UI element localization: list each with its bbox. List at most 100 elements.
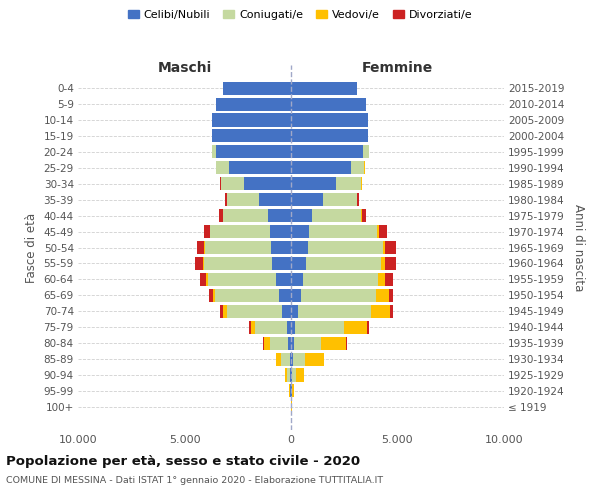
Bar [301, 289, 376, 302]
Bar [291, 241, 308, 254]
Bar [263, 336, 270, 349]
Bar [195, 257, 203, 270]
Bar [210, 225, 270, 238]
Bar [291, 368, 292, 382]
Bar [291, 209, 313, 222]
Bar [244, 177, 291, 190]
Bar [378, 273, 385, 286]
Bar [212, 146, 217, 158]
Bar [291, 193, 323, 206]
Bar [217, 146, 291, 158]
Bar [298, 304, 371, 318]
Bar [358, 193, 359, 206]
Bar [291, 114, 368, 126]
Bar [291, 82, 357, 94]
Bar [350, 162, 364, 174]
Bar [389, 304, 393, 318]
Bar [290, 368, 291, 382]
Bar [286, 368, 287, 382]
Y-axis label: Anni di nascita: Anni di nascita [572, 204, 585, 291]
Bar [220, 304, 223, 318]
Text: Maschi: Maschi [157, 62, 212, 76]
Text: Popolazione per età, sesso e stato civile - 2020: Popolazione per età, sesso e stato civil… [6, 455, 360, 468]
Bar [385, 257, 396, 270]
Bar [287, 368, 290, 382]
Bar [283, 304, 291, 318]
Bar [281, 352, 290, 366]
Bar [293, 352, 305, 366]
Bar [291, 130, 368, 142]
Bar [205, 241, 271, 254]
Bar [255, 320, 287, 334]
Bar [200, 273, 206, 286]
Bar [309, 225, 377, 238]
Bar [344, 320, 367, 334]
Bar [291, 352, 293, 366]
Bar [291, 289, 301, 302]
Bar [294, 336, 322, 349]
Bar [385, 241, 396, 254]
Bar [225, 193, 227, 206]
Bar [212, 114, 291, 126]
Bar [205, 225, 209, 238]
Bar [291, 162, 350, 174]
Bar [292, 384, 294, 398]
Bar [296, 368, 304, 382]
Bar [203, 257, 272, 270]
Bar [389, 289, 393, 302]
Bar [385, 273, 393, 286]
Bar [304, 273, 378, 286]
Bar [308, 241, 383, 254]
Bar [288, 336, 291, 349]
Bar [221, 177, 244, 190]
Bar [295, 320, 344, 334]
Bar [291, 257, 307, 270]
Bar [215, 289, 279, 302]
Bar [220, 177, 221, 190]
Bar [383, 241, 385, 254]
Bar [268, 209, 291, 222]
Bar [208, 273, 276, 286]
Bar [229, 162, 291, 174]
Bar [213, 289, 215, 302]
Bar [379, 225, 388, 238]
Bar [292, 368, 296, 382]
Bar [227, 193, 259, 206]
Bar [197, 241, 204, 254]
Bar [271, 241, 291, 254]
Bar [361, 209, 362, 222]
Bar [322, 336, 346, 349]
Bar [323, 193, 357, 206]
Bar [270, 336, 288, 349]
Bar [276, 273, 291, 286]
Bar [376, 289, 389, 302]
Bar [290, 352, 291, 366]
Bar [367, 320, 369, 334]
Bar [291, 336, 294, 349]
Bar [364, 146, 369, 158]
Bar [291, 98, 365, 110]
Bar [291, 273, 304, 286]
Bar [381, 257, 385, 270]
Bar [212, 130, 291, 142]
Bar [272, 257, 291, 270]
Bar [346, 336, 347, 349]
Bar [270, 225, 291, 238]
Text: Femmine: Femmine [362, 62, 433, 76]
Bar [291, 304, 298, 318]
Bar [251, 320, 255, 334]
Bar [217, 162, 229, 174]
Bar [209, 289, 213, 302]
Bar [371, 304, 389, 318]
Bar [279, 289, 291, 302]
Bar [249, 320, 251, 334]
Bar [220, 209, 223, 222]
Bar [259, 193, 291, 206]
Bar [276, 352, 281, 366]
Bar [287, 320, 291, 334]
Bar [336, 177, 361, 190]
Bar [291, 225, 309, 238]
Bar [223, 304, 227, 318]
Bar [227, 304, 283, 318]
Bar [291, 177, 336, 190]
